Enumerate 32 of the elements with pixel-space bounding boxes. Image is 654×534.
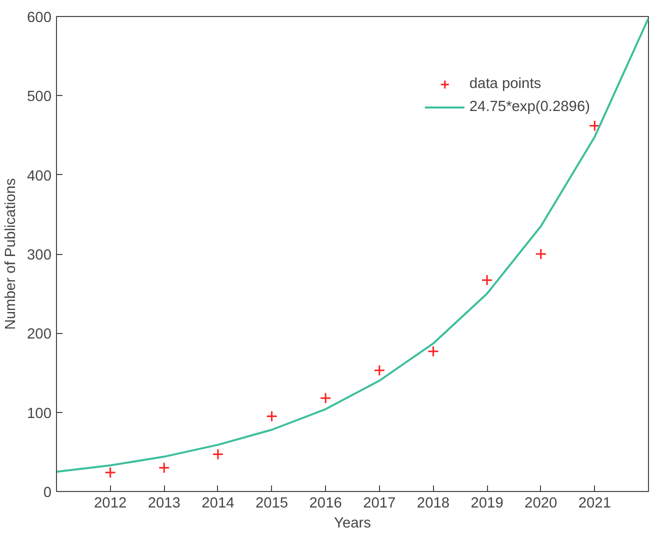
y-tick-label: 300 <box>27 248 52 264</box>
y-tick-label: 500 <box>27 89 52 106</box>
y-tick-label: 400 <box>27 168 52 184</box>
y-tick-label: 100 <box>27 406 52 422</box>
x-tick-label: 2012 <box>94 496 127 512</box>
x-tick-label: 2015 <box>255 496 288 512</box>
point <box>104 466 116 478</box>
point <box>266 410 278 422</box>
point <box>374 364 386 376</box>
x-tick-label: 2017 <box>363 496 396 512</box>
legend-label: data points <box>469 76 542 92</box>
x-tick-label: 2021 <box>578 496 611 512</box>
x-tick-label: 2020 <box>524 496 558 512</box>
point <box>320 392 332 404</box>
line-series <box>56 17 648 473</box>
x-tick-label: 2013 <box>148 496 180 512</box>
x-tick-label: 2014 <box>202 496 234 512</box>
legend-label: 24.75*exp(0.2896) <box>469 99 590 115</box>
point <box>588 120 600 132</box>
y-tick-label: 0 <box>43 485 52 501</box>
point <box>535 248 547 260</box>
x-tick-label: 2016 <box>309 496 342 512</box>
y-tick-label: 600 <box>27 10 52 26</box>
point <box>427 346 439 358</box>
y-axis-title: Number of Publications <box>3 178 20 330</box>
x-tick-label: 2019 <box>470 496 504 512</box>
point <box>158 462 170 474</box>
x-tick-label: 2018 <box>416 496 450 512</box>
x-axis-title: Years <box>334 516 371 532</box>
point <box>481 274 493 286</box>
point <box>212 448 224 460</box>
y-tick-label: 200 <box>27 326 52 343</box>
